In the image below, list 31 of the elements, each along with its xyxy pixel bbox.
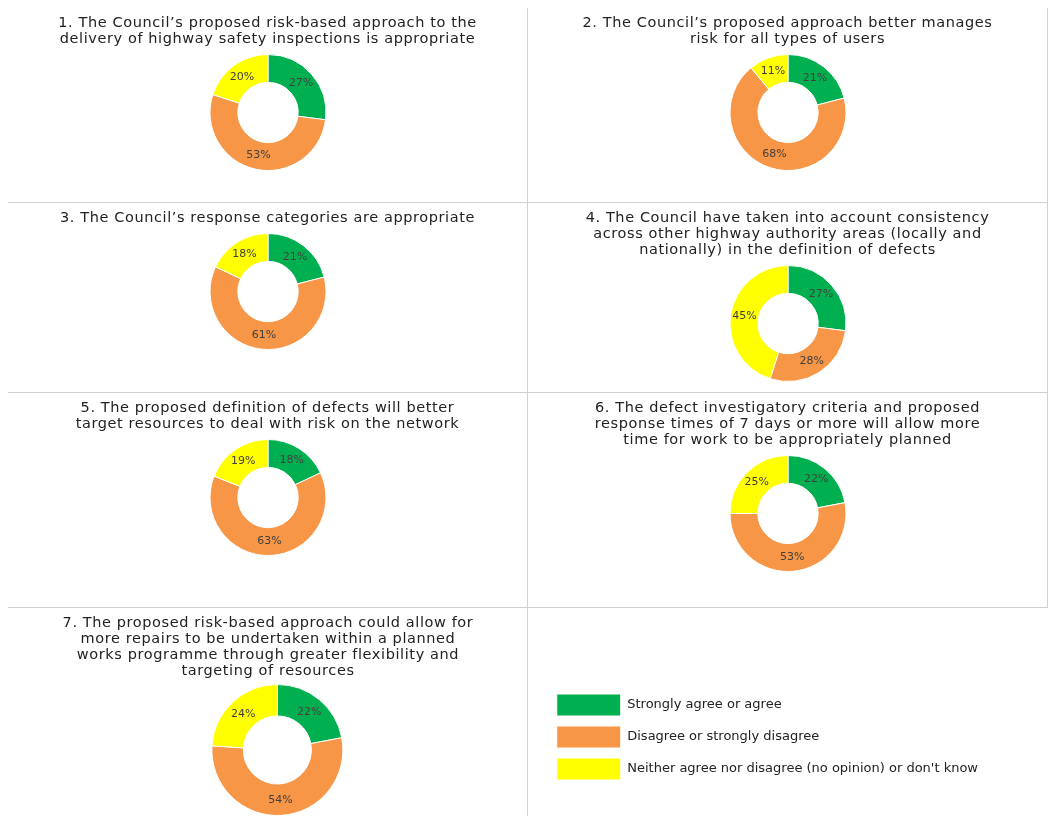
legend-label: Strongly agree or agree (627, 696, 782, 712)
data-label: 21% (802, 70, 827, 84)
chart-title: 6. The defect investigatory criteria and proposed response times of 7 days or more will allow more time for work to be appropriately planned (593, 398, 982, 449)
data-label: 28% (798, 353, 824, 367)
data-label: 53% (245, 148, 271, 162)
data-label: 22% (296, 704, 322, 718)
data-label: 11% (760, 63, 785, 77)
data-label: 61% (251, 328, 276, 342)
data-label: 24% (231, 706, 256, 720)
data-label: 19% (230, 453, 255, 467)
chart-title: 3. The Council’s response categories are appropriate (58, 208, 476, 227)
data-label: 21% (282, 249, 307, 263)
chart-title: 4. The Council have taken into account consistency across other highway authority areas (locally and nationally) in the definition of defects (584, 208, 991, 259)
data-label: 53% (779, 550, 804, 564)
data-label: 54% (268, 792, 293, 806)
legend-label: Neither agree nor disagree (no opinion) or don't know (627, 760, 979, 776)
data-label: 27% (288, 76, 313, 90)
data-label: 25% (744, 475, 769, 489)
data-label: 63% (256, 534, 282, 548)
data-label: 68% (761, 147, 787, 161)
data-label: 18% (278, 453, 304, 467)
data-label: 45% (731, 309, 757, 323)
chart-title: 1. The Council’s proposed risk-based approach to the delivery of highway safety inspections is appropriate (57, 13, 478, 48)
chart-title: 7. The proposed risk-based approach could allow for more repairs to be undertaken within a planned works programme through greater flexibility and targeting of resources (61, 613, 475, 680)
chart-title: 2. The Council’s proposed approach better manages risk for all types of users (581, 13, 994, 48)
legend-label: Disagree or strongly disagree (627, 728, 820, 744)
chart-title: 5. The proposed definition of defects will better target resources to deal with risk on the network (74, 398, 461, 433)
data-label: 18% (231, 247, 257, 261)
data-label: 20% (229, 69, 254, 83)
data-label: 27% (808, 287, 833, 301)
data-label: 22% (803, 472, 828, 486)
